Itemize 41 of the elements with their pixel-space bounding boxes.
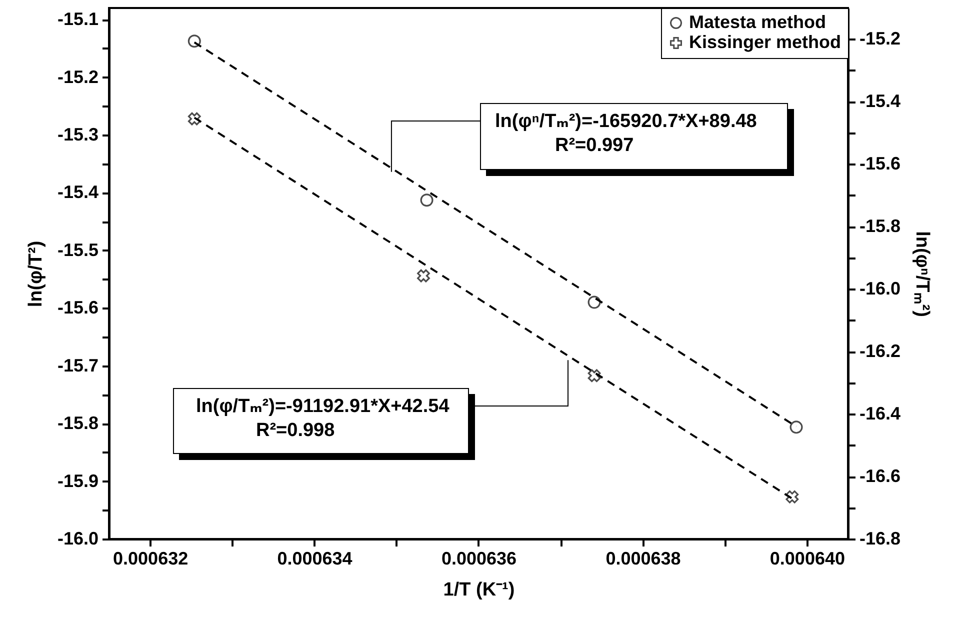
annotation: ln(φⁿ/Tₘ²)=-165920.7*X+89.48	[495, 110, 758, 134]
y2-tick-label: -15.8	[860, 216, 901, 236]
point	[790, 420, 803, 434]
legend-label: Matesta method	[689, 12, 826, 32]
x-tick-label: 0.000636	[441, 548, 517, 568]
y2-tick-label: -16.4	[860, 404, 901, 424]
y-tick-label: -15.5	[57, 240, 98, 260]
y-tick-label: -16.0	[57, 528, 98, 548]
y-tick-label: -15.8	[57, 413, 98, 434]
y2-tick-label: -15.4	[860, 91, 901, 112]
y-tick-label: -15.4	[57, 182, 98, 202]
y-tick-label: -15.9	[57, 470, 98, 491]
point	[420, 194, 434, 207]
y2-tick-label: -16.0	[860, 278, 901, 299]
y-tick-label: -15.7	[57, 355, 98, 376]
annotation: R²=0.997	[554, 134, 635, 158]
x-tick-label: 0.000640	[770, 548, 845, 568]
y-tick-label: -15.1	[57, 9, 98, 30]
x-tick-label: 0.000632	[113, 548, 188, 568]
y-tick-label: -15.6	[57, 298, 98, 318]
point	[786, 490, 799, 504]
y-tick-label: -15.3	[57, 124, 98, 144]
point	[188, 112, 201, 126]
point	[588, 296, 601, 309]
y2-axis-title: ln(φⁿ/Tₘ²)	[912, 231, 933, 317]
point	[188, 34, 201, 48]
annotation: ln(φ/Tₘ²)=-91192.91*X+42.54	[196, 395, 450, 419]
y2-tick-label: -16.2	[860, 341, 901, 362]
y-axis-title: ln(φ/T²)	[25, 240, 46, 308]
legend-label: Kissinger method	[689, 32, 842, 52]
y2-tick-label: -16.6	[860, 466, 901, 486]
x-tick-label: 0.000634	[277, 548, 352, 568]
y2-tick-label: -16.8	[860, 528, 901, 548]
y-tick-label: -15.2	[57, 66, 98, 87]
y2-tick-label: -15.2	[860, 28, 901, 49]
point	[417, 269, 430, 282]
point	[588, 369, 601, 382]
x-tick-label: 0.000638	[606, 548, 681, 568]
x-axis-title: 1/T (K⁻¹)	[443, 580, 515, 600]
y2-tick-label: -15.6	[860, 154, 901, 174]
annotation: R²=0.998	[255, 419, 336, 443]
